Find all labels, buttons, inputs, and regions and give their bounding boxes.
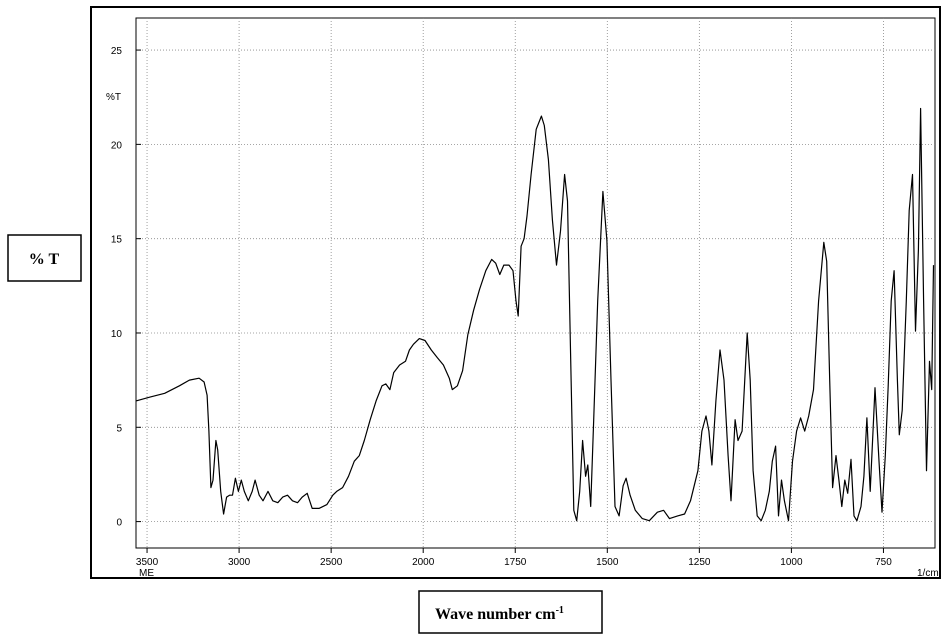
x-axis-label: Wave number cm-1 [435, 605, 564, 623]
x-axis-label-main: Wave number cm [435, 606, 556, 623]
y-axis-label: % T [29, 251, 60, 268]
y-tick-label: 15 [111, 235, 123, 246]
y-tick-label: 10 [111, 329, 123, 340]
plot-area [135, 17, 936, 549]
x-unit: 1/cm [917, 568, 939, 579]
x-tick-label: 2000 [412, 557, 435, 568]
spectrum-line [135, 107, 935, 522]
y-tick-label: 20 [111, 140, 123, 151]
x-tick-label: 1500 [596, 557, 619, 568]
y-tick-label: 5 [116, 423, 122, 434]
x-tick-label: 1000 [780, 557, 803, 568]
x-tick-label: 1750 [504, 557, 527, 568]
x-tick-label: 2500 [320, 557, 343, 568]
corner-note: ME [139, 568, 154, 579]
x-tick-label: 3500 [136, 557, 159, 568]
chart-frame [90, 6, 941, 579]
x-label-box [418, 590, 603, 634]
plot: 0 5 10 15 20 25 3500 3000 2500 2000 1750 1500 1250 10… [111, 17, 936, 568]
x-tick-label: 3000 [228, 557, 251, 568]
y-tick-label: 0 [116, 518, 122, 529]
y-tick-label: 25 [111, 46, 123, 57]
x-axis-label-sup: -1 [556, 605, 564, 616]
y-label-box [7, 234, 82, 282]
x-tick-label: 750 [875, 557, 892, 568]
x-tick-label: 1250 [688, 557, 711, 568]
y-unit: %T [106, 92, 121, 103]
